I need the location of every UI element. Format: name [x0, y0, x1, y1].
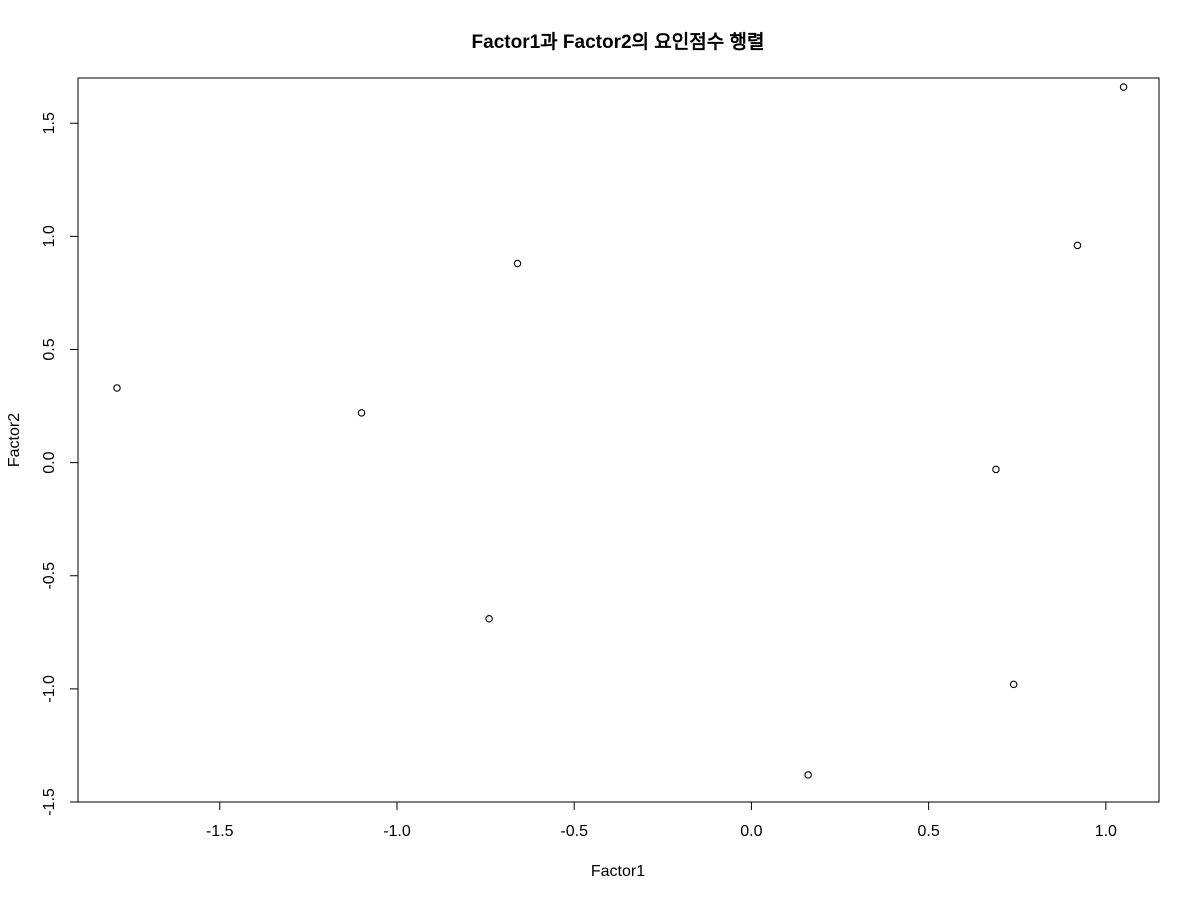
data-point: [1009, 680, 1018, 689]
data-point: [357, 409, 366, 417]
x-tick-label: 0.5: [917, 823, 939, 840]
y-tick-label: -1.0: [41, 675, 58, 703]
x-axis-label: Factor1: [591, 863, 645, 880]
data-points: [113, 83, 1128, 779]
data-point: [113, 384, 121, 392]
y-tick-label: 0.5: [41, 338, 58, 360]
y-tick-label: -0.5: [41, 562, 58, 590]
y-axis: -1.5 -1.0 -0.5 0.0 0.5 1.0 1.5: [41, 112, 79, 816]
x-tick-label: -1.5: [206, 823, 234, 840]
x-axis: -1.5 -1.0 -0.5 0.0 0.5 1.0: [206, 801, 1117, 840]
data-point: [804, 771, 812, 779]
y-tick-label: -1.5: [41, 788, 58, 816]
data-point: [1119, 83, 1128, 91]
y-tick-label: 1.0: [41, 225, 58, 247]
x-tick-label: -1.0: [383, 823, 411, 840]
data-point: [513, 259, 522, 268]
data-point: [992, 465, 1000, 474]
plot-frame: [77, 77, 1160, 803]
data-point: [1073, 241, 1082, 250]
x-tick-label: 0.0: [740, 823, 762, 840]
chart-title: Factor1과 Factor2의 요인점수 행렬: [472, 31, 765, 53]
y-tick-label: 0.0: [41, 451, 58, 473]
x-tick-label: -0.5: [560, 823, 588, 840]
y-tick-label: 1.5: [41, 112, 58, 134]
y-axis-label: Factor2: [6, 413, 23, 467]
data-point: [485, 614, 493, 623]
x-tick-label: 1.0: [1095, 823, 1117, 840]
